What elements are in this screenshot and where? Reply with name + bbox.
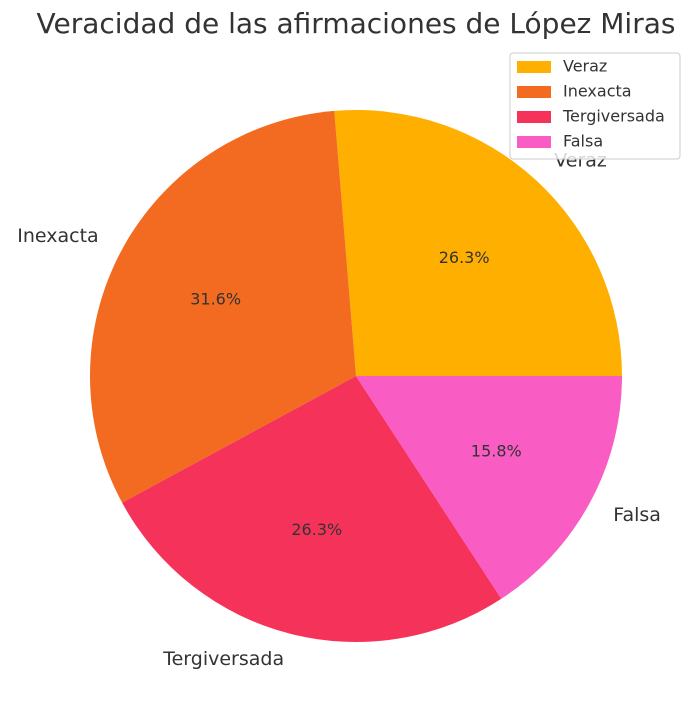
slice-label-falsa: Falsa — [613, 504, 661, 526]
chart-title: Veracidad de las afirmaciones de López M… — [37, 7, 676, 40]
legend-label-veraz: Veraz — [563, 57, 607, 76]
slice-label-inexacta: Inexacta — [17, 225, 98, 247]
slices-group — [89, 109, 622, 642]
legend-swatch-falsa — [517, 136, 551, 148]
legend-label-inexacta: Inexacta — [563, 82, 632, 101]
legend-label-tergiversada: Tergiversada — [562, 107, 665, 126]
slice-label-tergiversada: Tergiversada — [162, 648, 284, 670]
legend-swatch-inexacta — [517, 86, 551, 98]
labels-group: Veraz26.3%Inexacta31.6%Tergiversada26.3%… — [17, 149, 661, 670]
legend-swatch-veraz — [517, 61, 551, 73]
slice-percent-falsa: 15.8% — [471, 442, 522, 461]
legend-label-falsa: Falsa — [563, 132, 603, 151]
pie-slice-inexacta — [89, 110, 357, 503]
pie-slice-tergiversada — [122, 376, 502, 642]
legend-box — [509, 52, 681, 160]
legend: Veraz Inexacta Tergiversada Falsa — [509, 52, 681, 160]
slice-percent-inexacta: 31.6% — [190, 289, 241, 308]
pie-slice-falsa — [356, 376, 622, 599]
legend-swatch-tergiversada — [517, 111, 551, 123]
slice-percent-veraz: 26.3% — [439, 248, 490, 267]
slice-percent-tergiversada: 26.3% — [291, 520, 342, 539]
pie-slice-veraz — [334, 109, 622, 377]
